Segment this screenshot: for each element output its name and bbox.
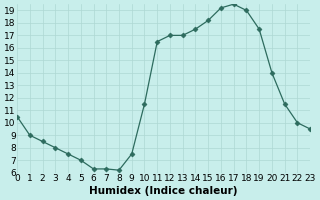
X-axis label: Humidex (Indice chaleur): Humidex (Indice chaleur) [89,186,238,196]
